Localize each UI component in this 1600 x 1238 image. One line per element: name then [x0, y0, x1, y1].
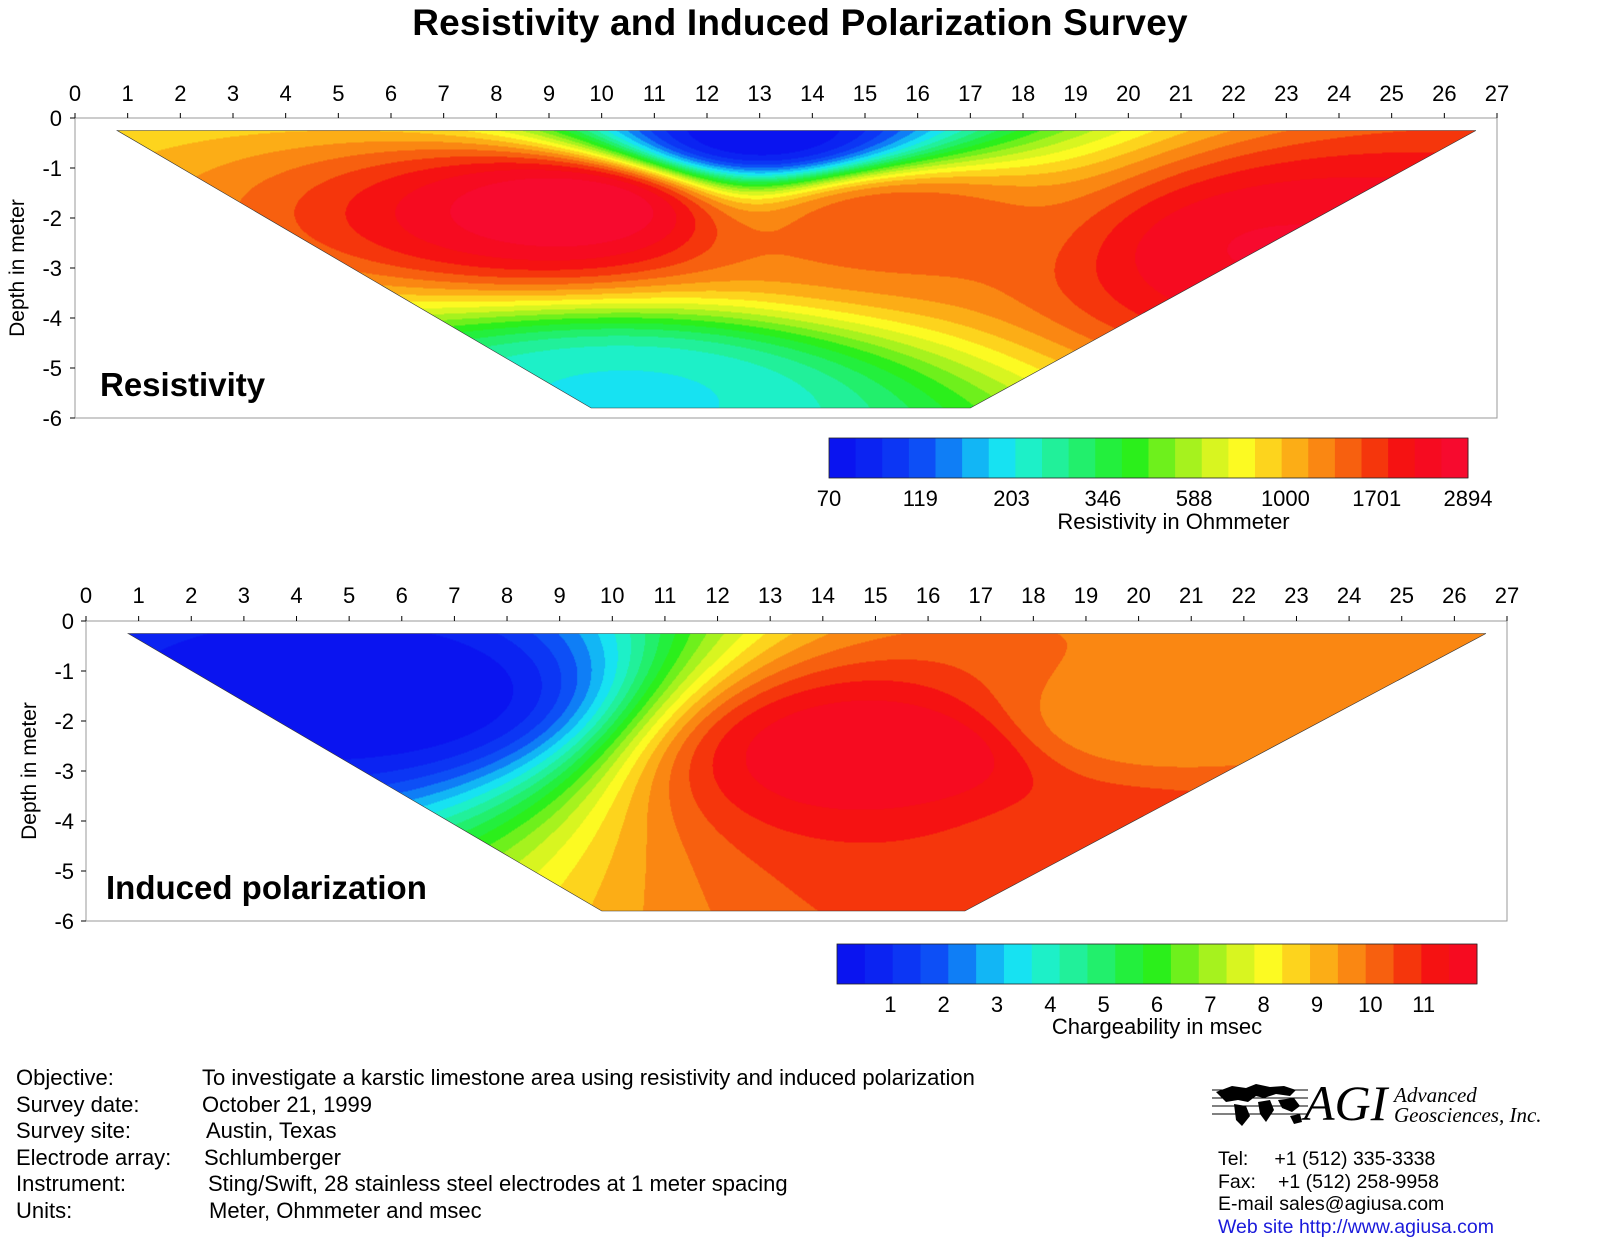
- email-value: sales@agiusa.com: [1279, 1193, 1444, 1215]
- tel-value: +1 (512) 335-3338: [1274, 1148, 1435, 1170]
- x-tick-label: 1: [133, 583, 145, 608]
- x-tick-label: 7: [448, 583, 460, 608]
- x-tick-label: 16: [916, 583, 940, 608]
- x-tick-label: 10: [600, 583, 624, 608]
- colorbar-swatch: [1282, 944, 1310, 984]
- colorbar-swatch: [1366, 944, 1394, 984]
- info-value: To investigate a karstic limestone area …: [202, 1065, 975, 1092]
- x-tick-label: 14: [811, 583, 835, 608]
- y-tick-label: -3: [54, 759, 74, 784]
- colorbar-swatch: [893, 944, 921, 984]
- info-key: Survey site:: [16, 1118, 131, 1145]
- colorbar-swatch: [1227, 944, 1255, 984]
- colorbar-swatch: [1060, 944, 1088, 984]
- x-tick-label: 9: [554, 583, 566, 608]
- x-tick-label: 8: [501, 583, 513, 608]
- colorbar-swatch: [920, 944, 948, 984]
- colorbar-swatch: [1394, 944, 1422, 984]
- colorbar-swatch: [1171, 944, 1199, 984]
- colorbar-tick-label: 1: [884, 992, 896, 1017]
- x-tick-label: 18: [1021, 583, 1045, 608]
- agi-brand-text: AGI: [1301, 1078, 1390, 1131]
- colorbar-swatch: [1115, 944, 1143, 984]
- x-tick-label: 4: [290, 583, 302, 608]
- y-tick-label: -4: [54, 809, 74, 834]
- fax-label: Fax:: [1218, 1171, 1256, 1193]
- y-tick-label: -6: [54, 909, 74, 934]
- x-tick-label: 21: [1179, 583, 1203, 608]
- info-key: Electrode array:: [16, 1145, 171, 1172]
- x-tick-label: 11: [654, 583, 677, 608]
- x-tick-label: 22: [1232, 583, 1256, 608]
- info-value: Sting/Swift, 28 stainless steel electrod…: [208, 1171, 788, 1198]
- fax-value: +1 (512) 258-9958: [1278, 1171, 1439, 1193]
- colorbar-swatch: [1254, 944, 1282, 984]
- colorbar-tick-label: 3: [991, 992, 1003, 1017]
- contact-fax: Fax: +1 (512) 258-9958: [1218, 1171, 1494, 1194]
- y-tick-label: -1: [54, 659, 74, 684]
- x-tick-label: 15: [863, 583, 887, 608]
- agi-logo: AGI Advanced Geosciences, Inc.: [1212, 1078, 1542, 1138]
- colorbar-swatch: [837, 944, 865, 984]
- web-label: Web site: [1218, 1216, 1294, 1238]
- y-axis-title: Depth in meter: [18, 702, 41, 840]
- x-tick-label: 20: [1126, 583, 1150, 608]
- colorbar-swatch: [1004, 944, 1032, 984]
- x-tick-label: 3: [238, 583, 250, 608]
- colorbar-swatch: [948, 944, 976, 984]
- contact-web[interactable]: Web site http://www.agiusa.com: [1218, 1216, 1494, 1238]
- x-tick-label: 23: [1284, 583, 1308, 608]
- world-map-icon: [1212, 1084, 1308, 1126]
- x-tick-label: 12: [705, 583, 729, 608]
- x-tick-label: 5: [343, 583, 355, 608]
- colorbar-swatch: [1338, 944, 1366, 984]
- y-tick-label: 0: [62, 609, 74, 634]
- x-tick-label: 17: [968, 583, 992, 608]
- colorbar-swatch: [1032, 944, 1060, 984]
- x-tick-label: 6: [396, 583, 408, 608]
- panel-label: Induced polarization: [106, 869, 427, 906]
- y-tick-label: -2: [54, 709, 74, 734]
- colorbar-tick-label: 10: [1358, 992, 1382, 1017]
- tel-label: Tel:: [1218, 1148, 1248, 1170]
- info-value: Austin, Texas: [206, 1118, 336, 1145]
- x-tick-label: 27: [1495, 583, 1519, 608]
- contact-tel: Tel: +1 (512) 335-3338: [1218, 1148, 1494, 1171]
- info-key: Survey date:: [16, 1092, 140, 1119]
- x-tick-label: 24: [1337, 583, 1361, 608]
- colorbar-swatch: [1310, 944, 1338, 984]
- colorbar-swatch: [1421, 944, 1449, 984]
- info-key: Units:: [16, 1198, 72, 1225]
- x-tick-label: 13: [758, 583, 782, 608]
- info-key: Instrument:: [16, 1171, 126, 1198]
- x-tick-label: 26: [1442, 583, 1466, 608]
- x-tick-label: 0: [80, 583, 92, 608]
- colorbar-tick-label: 11: [1412, 992, 1435, 1017]
- colorbar-swatch: [1143, 944, 1171, 984]
- info-value: Meter, Ohmmeter and msec: [209, 1198, 482, 1225]
- info-value: Schlumberger: [204, 1145, 341, 1172]
- colorbar-title: Chargeability in msec: [1052, 1014, 1262, 1039]
- agi-company-line2: Geosciences, Inc.: [1394, 1103, 1542, 1127]
- email-label: E-mail: [1218, 1193, 1273, 1215]
- colorbar-swatch: [1449, 944, 1477, 984]
- colorbar-tick-label: 2: [938, 992, 950, 1017]
- x-tick-label: 2: [185, 583, 197, 608]
- colorbar-swatch: [865, 944, 893, 984]
- y-tick-label: -5: [54, 859, 74, 884]
- colorbar-swatch: [1087, 944, 1115, 984]
- web-link[interactable]: http://www.agiusa.com: [1299, 1216, 1494, 1238]
- x-tick-label: 19: [1074, 583, 1098, 608]
- info-key: Objective:: [16, 1065, 114, 1092]
- colorbar-swatch: [976, 944, 1004, 984]
- contact-block: Tel: +1 (512) 335-3338 Fax: +1 (512) 258-9…: [1218, 1148, 1494, 1238]
- info-value: October 21, 1999: [202, 1092, 372, 1119]
- contact-email: E-mail sales@agiusa.com: [1218, 1193, 1494, 1216]
- x-tick-label: 25: [1389, 583, 1413, 608]
- colorbar-tick-label: 9: [1311, 992, 1323, 1017]
- colorbar-swatch: [1199, 944, 1227, 984]
